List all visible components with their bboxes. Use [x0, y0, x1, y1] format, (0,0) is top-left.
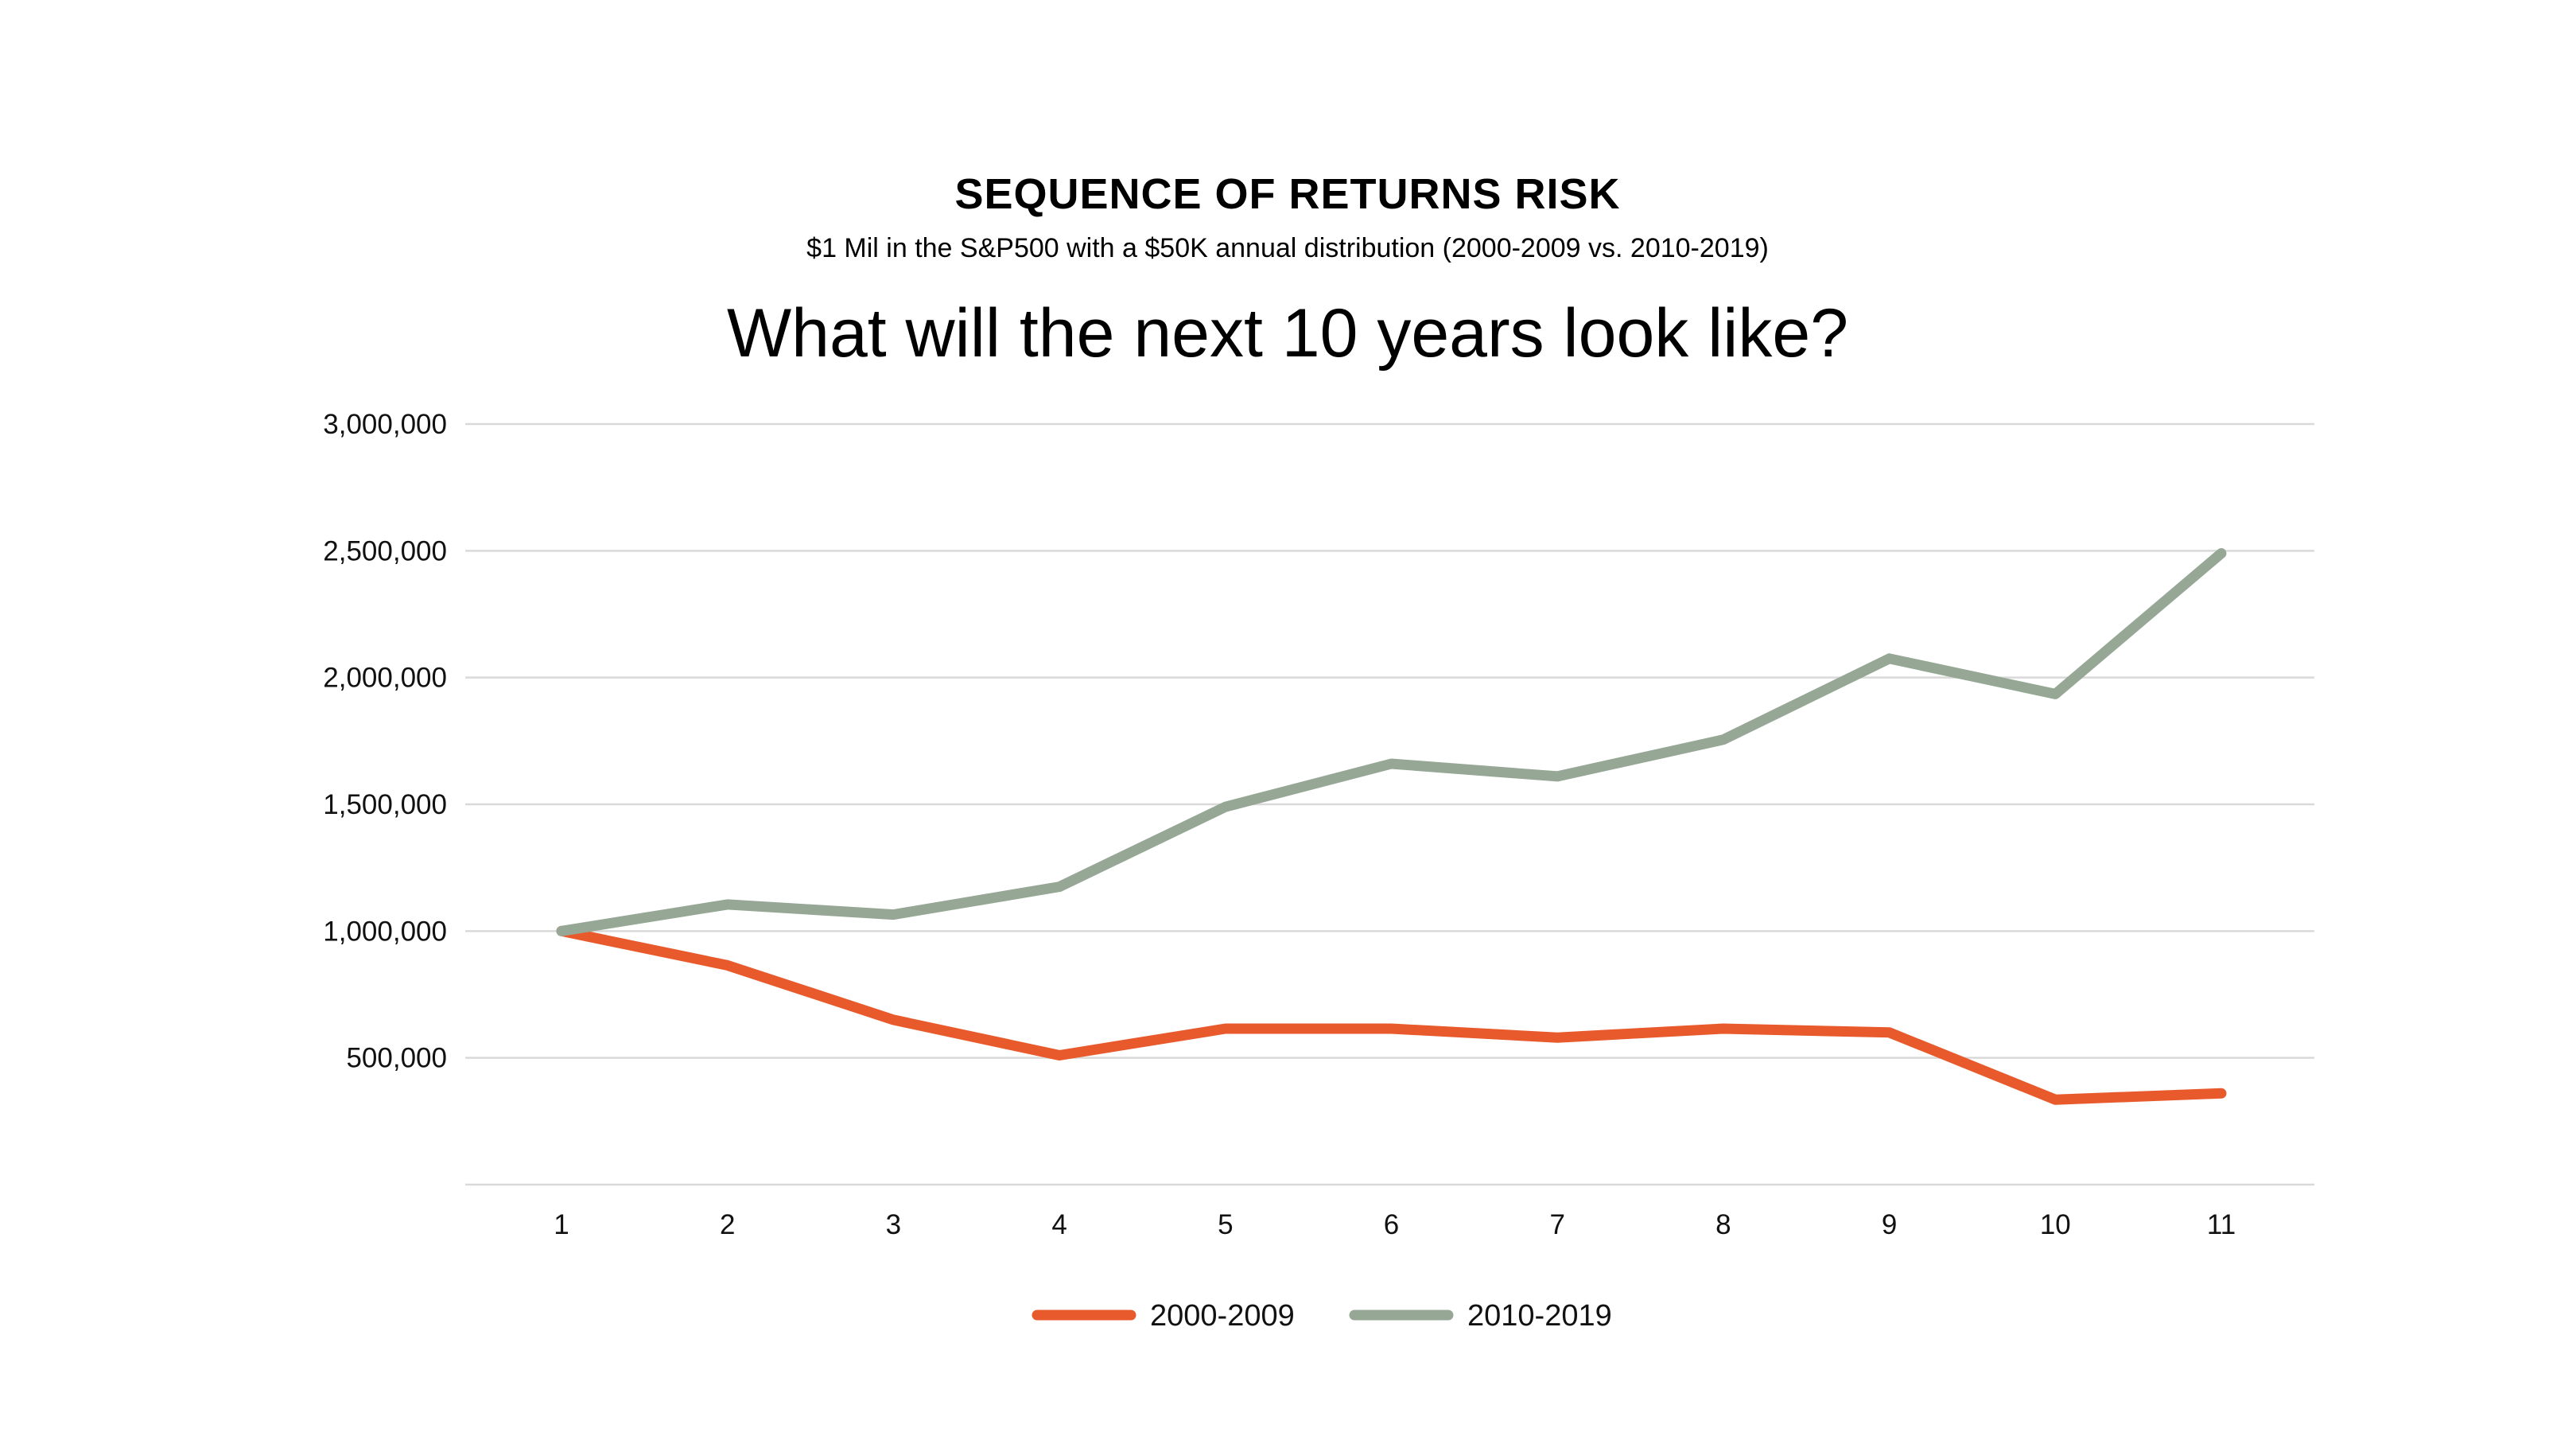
- x-tick-label: 9: [1882, 1209, 1897, 1240]
- y-tick-label: 2,500,000: [323, 535, 447, 566]
- x-tick-label: 1: [554, 1209, 569, 1240]
- legend-label: 2000-2009: [1150, 1299, 1295, 1333]
- x-tick-label: 4: [1051, 1209, 1067, 1240]
- series-lines: [556, 548, 2227, 1105]
- x-tick-label: 7: [1549, 1209, 1564, 1240]
- legend-label: 2010-2019: [1467, 1299, 1612, 1333]
- gridlines: [465, 422, 2314, 1186]
- x-tick-label: 3: [886, 1209, 901, 1240]
- series-line-2010-2019: [556, 548, 2227, 936]
- y-tick-label: 2,000,000: [323, 663, 447, 694]
- x-axis-tick-labels: 1 2 3 4 5 6 7 8 9 10 11: [554, 1209, 2236, 1240]
- chart-subtitle: $1 Mil in the S&P500 with a $50K annual …: [806, 233, 1769, 263]
- x-tick-label: 10: [2040, 1209, 2071, 1240]
- y-tick-label: 1,500,000: [323, 789, 447, 820]
- x-tick-label: 11: [2207, 1209, 2236, 1240]
- x-tick-label: 8: [1715, 1209, 1731, 1240]
- y-axis-tick-labels: 3,000,000 2,500,000 2,000,000 1,500,000 1,00…: [323, 409, 447, 1074]
- y-tick-label: 1,000,000: [323, 916, 447, 947]
- y-tick-label: 3,000,000: [323, 409, 447, 440]
- x-tick-label: 5: [1218, 1209, 1233, 1240]
- legend: 2000-2009 2010-2019: [1032, 1299, 1612, 1333]
- x-tick-label: 2: [720, 1209, 735, 1240]
- chart-title: SEQUENCE OF RETURNS RISK: [954, 170, 1620, 218]
- y-tick-label: 500,000: [346, 1043, 447, 1074]
- x-tick-label: 6: [1384, 1209, 1399, 1240]
- chart-headline: What will the next 10 years look like?: [727, 295, 1848, 372]
- series-line-2000-2009: [556, 925, 2227, 1105]
